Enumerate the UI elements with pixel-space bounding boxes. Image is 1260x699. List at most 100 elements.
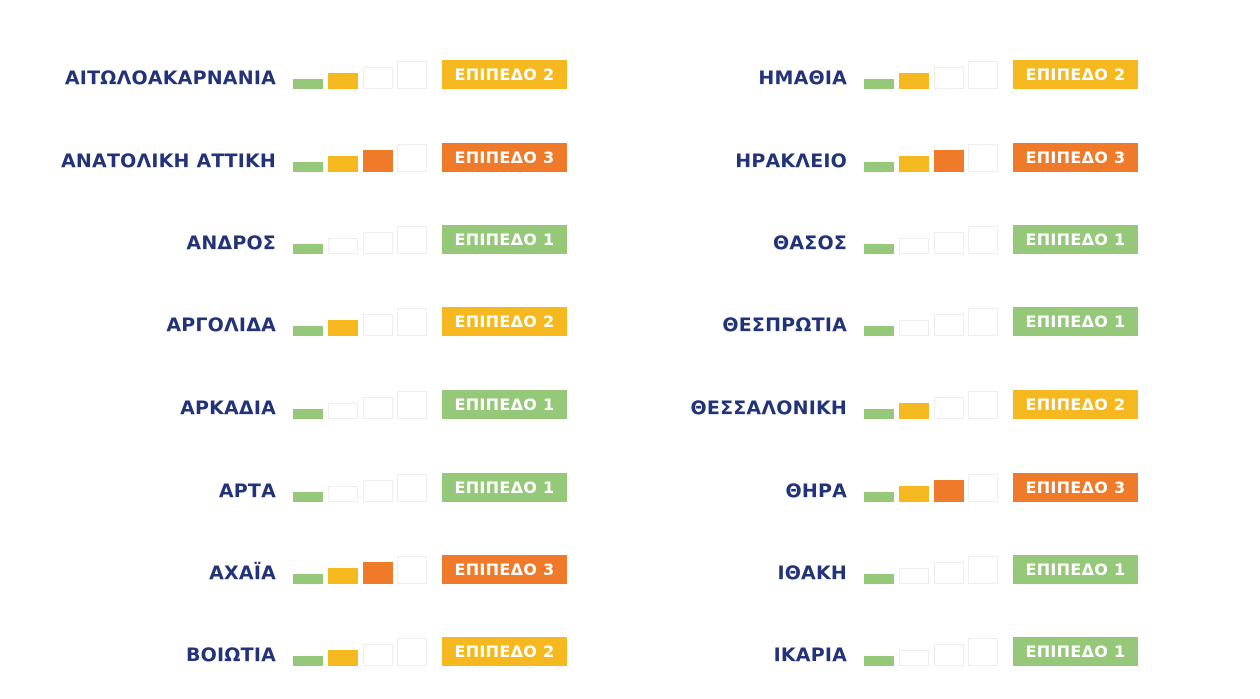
meter-bar-filled: [899, 403, 929, 419]
meter-bar-empty: [968, 638, 998, 666]
meter-bar-empty: [363, 397, 393, 419]
level-badge: ΕΠΙΠΕΔΟ 2: [1013, 390, 1138, 419]
region-name: ΘΗΡΑ: [785, 480, 847, 502]
meter-bar-filled: [363, 150, 393, 172]
region-row: ΘΕΣΣΑΛΟΝΙΚΗ ΕΠΙΠΕΔΟ 2: [571, 389, 1142, 425]
meter-bar-filled: [293, 79, 323, 89]
meter-bar-filled: [864, 656, 894, 666]
meter-bar-empty: [328, 238, 358, 254]
risk-level-meter: [293, 554, 433, 590]
region-name: ΑΡΚΑΔΙΑ: [180, 397, 276, 419]
region-name: ΑΧΑΪΑ: [209, 562, 276, 584]
meter-bar-filled: [864, 409, 894, 419]
meter-bar-empty: [397, 226, 427, 254]
risk-level-meter: [864, 142, 1004, 178]
region-row: ΘΗΡΑ ΕΠΙΠΕΔΟ 3: [571, 472, 1142, 508]
risk-level-meter: [864, 636, 1004, 672]
meter-bar-empty: [968, 61, 998, 89]
meter-bar-empty: [328, 403, 358, 419]
risk-level-meter: [864, 472, 1004, 508]
level-badge: ΕΠΙΠΕΔΟ 3: [1013, 473, 1138, 502]
meter-bar-empty: [397, 61, 427, 89]
meter-bar-empty: [934, 644, 964, 666]
meter-bar-filled: [899, 486, 929, 502]
level-badge: ΕΠΙΠΕΔΟ 3: [442, 555, 567, 584]
meter-bar-filled: [328, 320, 358, 336]
meter-bar-empty: [968, 556, 998, 584]
meter-bar-empty: [968, 474, 998, 502]
risk-level-meter: [864, 554, 1004, 590]
meter-bar-empty: [363, 480, 393, 502]
region-name: ΘΕΣΠΡΩΤΙΑ: [722, 314, 847, 336]
meter-bar-filled: [899, 156, 929, 172]
meter-bar-empty: [968, 226, 998, 254]
region-name: ΗΡΑΚΛΕΙΟ: [735, 150, 847, 172]
risk-level-meter: [864, 224, 1004, 260]
region-row: ΙΘΑΚΗ ΕΠΙΠΕΔΟ 1: [571, 554, 1142, 590]
region-name: ΙΚΑΡΙΑ: [773, 644, 847, 666]
level-badge: ΕΠΙΠΕΔΟ 1: [1013, 307, 1138, 336]
region-row: ΗΡΑΚΛΕΙΟ ΕΠΙΠΕΔΟ 3: [571, 142, 1142, 178]
meter-bar-filled: [293, 244, 323, 254]
region-row: ΑΝΔΡΟΣ ΕΠΙΠΕΔΟ 1: [0, 224, 571, 260]
meter-bar-empty: [397, 638, 427, 666]
region-row: ΑΡΤΑ ΕΠΙΠΕΔΟ 1: [0, 472, 571, 508]
region-row: ΑΧΑΪΑ ΕΠΙΠΕΔΟ 3: [0, 554, 571, 590]
level-badge: ΕΠΙΠΕΔΟ 2: [1013, 60, 1138, 89]
risk-level-meter: [293, 389, 433, 425]
meter-bar-filled: [328, 568, 358, 584]
region-row: ΒΟΙΩΤΙΑ ΕΠΙΠΕΔΟ 2: [0, 636, 571, 672]
region-row: ΑΙΤΩΛΟΑΚΑΡΝΑΝΙΑ ΕΠΙΠΕΔΟ 2: [0, 59, 571, 95]
meter-bar-empty: [899, 238, 929, 254]
meter-bar-filled: [363, 562, 393, 584]
meter-bar-filled: [328, 650, 358, 666]
risk-level-meter: [293, 59, 433, 95]
level-badge: ΕΠΙΠΕΔΟ 1: [442, 390, 567, 419]
meter-bar-empty: [328, 486, 358, 502]
risk-level-meter: [293, 636, 433, 672]
region-row: ΗΜΑΘΙΑ ΕΠΙΠΕΔΟ 2: [571, 59, 1142, 95]
region-name: ΘΕΣΣΑΛΟΝΙΚΗ: [690, 397, 847, 419]
meter-bar-empty: [397, 556, 427, 584]
risk-level-meter: [293, 224, 433, 260]
meter-bar-empty: [363, 67, 393, 89]
meter-bar-filled: [293, 409, 323, 419]
meter-bar-empty: [934, 314, 964, 336]
meter-bar-empty: [934, 67, 964, 89]
meter-bar-empty: [968, 391, 998, 419]
region-name: ΗΜΑΘΙΑ: [758, 67, 847, 89]
risk-level-meter: [293, 472, 433, 508]
meter-bar-filled: [293, 656, 323, 666]
meter-bar-empty: [934, 562, 964, 584]
meter-bar-filled: [293, 492, 323, 502]
meter-bar-empty: [899, 650, 929, 666]
level-badge: ΕΠΙΠΕΔΟ 2: [442, 60, 567, 89]
meter-bar-filled: [864, 326, 894, 336]
meter-bar-empty: [397, 474, 427, 502]
region-name: ΘΑΣΟΣ: [773, 232, 847, 254]
meter-bar-empty: [363, 232, 393, 254]
meter-bar-filled: [934, 480, 964, 502]
region-row: ΑΝΑΤΟΛΙΚΗ ΑΤΤΙΚΗ ΕΠΙΠΕΔΟ 3: [0, 142, 571, 178]
region-name: ΙΘΑΚΗ: [777, 562, 847, 584]
meter-bar-filled: [934, 150, 964, 172]
meter-bar-empty: [968, 308, 998, 336]
region-name: ΒΟΙΩΤΙΑ: [186, 644, 276, 666]
region-name: ΑΝΔΡΟΣ: [186, 232, 276, 254]
risk-level-meter: [864, 306, 1004, 342]
level-badge: ΕΠΙΠΕΔΟ 2: [442, 637, 567, 666]
meter-bar-filled: [293, 162, 323, 172]
level-badge: ΕΠΙΠΕΔΟ 2: [442, 307, 567, 336]
meter-bar-filled: [864, 162, 894, 172]
risk-level-meter: [293, 142, 433, 178]
risk-level-meter: [864, 59, 1004, 95]
meter-bar-empty: [397, 308, 427, 336]
meter-bar-filled: [293, 574, 323, 584]
meter-bar-empty: [934, 232, 964, 254]
region-row: ΘΕΣΠΡΩΤΙΑ ΕΠΙΠΕΔΟ 1: [571, 306, 1142, 342]
level-badge: ΕΠΙΠΕΔΟ 1: [1013, 555, 1138, 584]
meter-bar-empty: [968, 144, 998, 172]
meter-bar-empty: [363, 644, 393, 666]
meter-bar-empty: [363, 314, 393, 336]
risk-level-meter: [864, 389, 1004, 425]
